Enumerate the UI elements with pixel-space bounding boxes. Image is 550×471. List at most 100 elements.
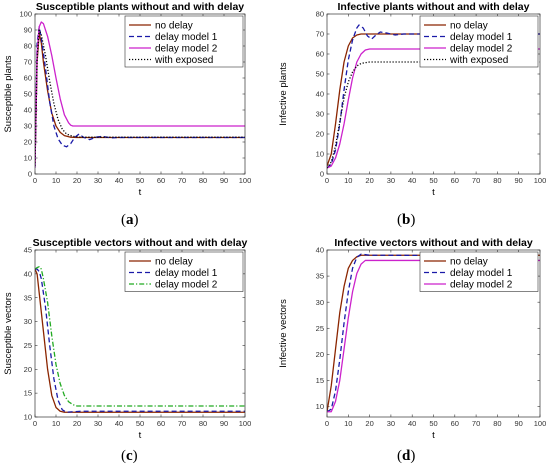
panel-d-y-tick-label: 15: [316, 376, 324, 385]
panel-c-caption: (c): [121, 448, 138, 464]
panel-d-x-tick-label: 30: [387, 419, 395, 428]
panel-a-x-tick-label: 20: [73, 176, 81, 185]
panel-c-y-tick-label: 40: [24, 269, 32, 278]
panel-a-y-tick-label: 80: [24, 42, 32, 51]
panel-a-y-tick-label: 30: [24, 122, 32, 131]
panel-a-series-line-3: [35, 21, 245, 168]
panel-d-legend: [419, 251, 539, 292]
panel-d-y-tick-label: 20: [316, 350, 324, 359]
panel-a-legend-label-1: no delay: [155, 21, 193, 32]
panel-b-series-line-4: [327, 61, 540, 169]
panel-a-y-tick-label: 0: [28, 170, 32, 179]
panel-a-chart: Susceptible plants without and with dela…: [3, 1, 252, 198]
panel-c-y-tick-label: 10: [24, 413, 32, 422]
panel-d-x-tick-label: 10: [344, 419, 352, 428]
panel-a-y-axis-label: Susceptible plants: [3, 55, 14, 132]
panel-c-x-tick-label: 70: [178, 419, 186, 428]
panel-a-x-tick-label: 0: [33, 176, 37, 185]
panel-c-x-tick-label: 90: [220, 419, 228, 428]
panel-b-chart: Infective plants without and with delay 0…: [278, 1, 547, 198]
panel-d-y-tick-label: 40: [316, 246, 324, 255]
panel-c-x-tick-label: 80: [199, 419, 207, 428]
panel-b-x-tick-label: 80: [493, 176, 501, 185]
panel-b-x-tick-label: 100: [534, 176, 547, 185]
panel-b-series-line-1: [327, 33, 540, 167]
panel-c-x-tick-label: 60: [157, 419, 165, 428]
panel-b-x-tick-label: 90: [515, 176, 523, 185]
panel-a-y-tick-label: 40: [24, 106, 32, 115]
panel-b-caption: (b): [397, 212, 416, 228]
panel-c-x-tick-label: 0: [33, 419, 37, 428]
panel-a-x-tick-label: 30: [94, 176, 102, 185]
panel-d-y-tick-label: 25: [316, 324, 324, 333]
panel-b-y-tick-label: 0: [320, 170, 324, 179]
panel-d-x-tick-label: 80: [493, 419, 501, 428]
panel-b-series-line-2: [327, 24, 540, 169]
panel-b-y-tick-label: 40: [316, 90, 324, 99]
panel-a-y-tick-label: 70: [24, 58, 32, 67]
panel-b-x-tick-label: 30: [387, 176, 395, 185]
panel-c-y-tick-label: 15: [24, 389, 32, 398]
panel-c-legend-label-3: delay model 2: [155, 280, 218, 291]
panel-a-y-tick-label: 90: [24, 26, 32, 35]
panel-a-series-line-1: [35, 32, 245, 165]
panel-d-y-tick-label: 35: [316, 272, 324, 281]
panel-c-y-tick-label: 30: [24, 317, 32, 326]
panel-a-y-tick-label: 20: [24, 138, 32, 147]
panel-c-y-axis-label: Susceptible vectors: [3, 292, 14, 375]
panel-d-series-line-2: [327, 253, 540, 413]
panel-b-y-tick-label: 70: [316, 30, 324, 39]
panel-a-x-axis-label: t: [139, 187, 142, 198]
panel-d-x-axis-label: t: [432, 430, 435, 441]
panel-c-legend-label-1: no delay: [155, 257, 193, 268]
panel-a-title: Susceptible plants without and with dela…: [36, 1, 244, 13]
panel-a-series-line-4: [35, 29, 245, 167]
panel-b-x-tick-label: 50: [429, 176, 437, 185]
panel-d-series-line-3: [327, 259, 540, 413]
panel-c-y-tick-label: 25: [24, 341, 32, 350]
panel-c-y-tick-label: 35: [24, 293, 32, 302]
panel-c-chart: Susceptible vectors without and with del…: [3, 237, 252, 441]
panel-c-x-tick-label: 10: [52, 419, 60, 428]
panel-c-x-tick-label: 20: [73, 419, 81, 428]
panel-a-axes-box: [34, 13, 246, 175]
panel-c-series-line-2: [35, 268, 245, 413]
panel-b-y-tick-label: 50: [316, 70, 324, 79]
panel-a-x-tick-label: 60: [157, 176, 165, 185]
panel-c-x-axis-label: t: [139, 430, 142, 441]
panel-a-y-tick-label: 100: [19, 10, 32, 19]
panel-d-legend-label-1: no delay: [450, 257, 488, 268]
panel-b-x-tick-label: 60: [451, 176, 459, 185]
panel-c-axes-box: [34, 249, 246, 418]
panel-b-legend-label-1: no delay: [450, 21, 488, 32]
panel-a-x-tick-label: 40: [115, 176, 123, 185]
panel-b-title: Infective plants without and with delay: [338, 1, 530, 13]
panel-d-x-tick-label: 40: [408, 419, 416, 428]
panel-b-axes-box: [326, 13, 541, 175]
panel-a-x-tick-label: 50: [136, 176, 144, 185]
panel-d-legend-label-3: delay model 2: [450, 280, 513, 291]
panel-b-legend-label-4: with exposed: [449, 55, 508, 66]
panel-a-x-tick-label: 100: [239, 176, 252, 185]
panel-d-legend-label-2: delay model 1: [450, 268, 513, 279]
panel-c-x-tick-label: 100: [239, 419, 252, 428]
panel-a-legend-label-2: delay model 1: [155, 32, 218, 43]
panel-a-x-tick-label: 90: [220, 176, 228, 185]
panel-c-x-tick-label: 40: [115, 419, 123, 428]
panel-b-x-tick-label: 10: [344, 176, 352, 185]
panel-b-legend-label-2: delay model 1: [450, 32, 513, 43]
panel-d-x-tick-label: 90: [515, 419, 523, 428]
panel-d-x-tick-label: 100: [534, 419, 547, 428]
panel-d-y-tick-label: 30: [316, 298, 324, 307]
panel-b-legend: [419, 15, 539, 68]
panel-c-x-tick-label: 50: [136, 419, 144, 428]
panel-c-x-tick-label: 30: [94, 419, 102, 428]
panel-b-x-tick-label: 70: [472, 176, 480, 185]
panel-a-legend-label-3: delay model 2: [155, 44, 218, 55]
panel-d-x-tick-label: 50: [429, 419, 437, 428]
panel-d-title: Infective vectors without and with delay: [334, 237, 533, 249]
panel-d-x-tick-label: 0: [325, 419, 329, 428]
panel-b-x-axis-label: t: [432, 187, 435, 198]
panel-b-y-tick-label: 30: [316, 110, 324, 119]
